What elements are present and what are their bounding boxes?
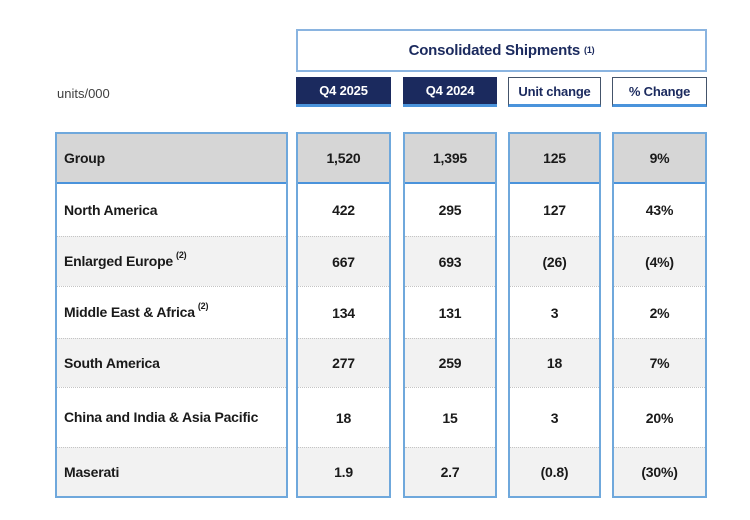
pct-change-column: 9% 43% (4%) 2% 7% 20% (30%): [612, 132, 707, 498]
column-header-q4-2025: Q4 2025: [296, 77, 391, 107]
cell-unit-change-maserati: (0.8): [510, 447, 599, 496]
table-row-group: Group: [57, 134, 286, 184]
cell-q4-2024-middle-east-africa: 131: [405, 286, 495, 338]
cell-pct-change-group: 9%: [614, 134, 705, 184]
row-label: South America: [64, 354, 160, 371]
q4-2025-column: 1,520 422 667 134 277 18 1.9: [296, 132, 391, 498]
column-header-label: % Change: [628, 83, 691, 99]
cell-pct-change-enlarged-europe: (4%): [614, 236, 705, 286]
cell-unit-change-enlarged-europe: (26): [510, 236, 599, 286]
table-row-china-india-asia-pacific: China and India & Asia Pacific: [57, 387, 286, 447]
cell-unit-change-middle-east-africa: 3: [510, 286, 599, 338]
cell-q4-2025-maserati: 1.9: [298, 447, 389, 496]
table-title: Consolidated Shipments: [408, 42, 581, 59]
table-title-box: Consolidated Shipments (1): [296, 29, 707, 72]
cell-q4-2024-group: 1,395: [405, 134, 495, 184]
row-label: Enlarged Europe: [64, 253, 174, 269]
column-header-pct-change: % Change: [612, 77, 707, 107]
cell-unit-change-north-america: 127: [510, 184, 599, 236]
q4-2024-column: 1,395 295 693 131 259 15 2.7: [403, 132, 497, 498]
cell-q4-2024-maserati: 2.7: [405, 447, 495, 496]
cell-unit-change-group: 125: [510, 134, 599, 184]
cell-pct-change-china-india-asia-pacific: 20%: [614, 387, 705, 447]
cell-q4-2025-enlarged-europe: 667: [298, 236, 389, 286]
region-label-column: Group North America Enlarged Europe (2) M…: [55, 132, 288, 498]
cell-unit-change-south-america: 18: [510, 338, 599, 387]
table-row-enlarged-europe: Enlarged Europe (2): [57, 236, 286, 286]
cell-pct-change-middle-east-africa: 2%: [614, 286, 705, 338]
footnote-marker-1: (1): [584, 44, 595, 55]
unit-change-column: 125 127 (26) 3 18 3 (0.8): [508, 132, 601, 498]
table-row-middle-east-africa: Middle East & Africa (2): [57, 286, 286, 338]
cell-q4-2025-group: 1,520: [298, 134, 389, 184]
cell-pct-change-north-america: 43%: [614, 184, 705, 236]
cell-pct-change-maserati: (30%): [614, 447, 705, 496]
table-row-south-america: South America: [57, 338, 286, 387]
cell-q4-2024-north-america: 295: [405, 184, 495, 236]
row-label: China and India & Asia Pacific: [64, 409, 259, 425]
row-footnote-marker: (2): [176, 250, 187, 260]
cell-unit-change-china-india-asia-pacific: 3: [510, 387, 599, 447]
cell-q4-2024-enlarged-europe: 693: [405, 236, 495, 286]
column-header-q4-2024: Q4 2024: [403, 77, 497, 107]
column-header-label: Q4 2024: [425, 83, 475, 98]
column-header-label: Q4 2025: [319, 83, 368, 98]
cell-q4-2024-south-america: 259: [405, 338, 495, 387]
row-label: Maserati: [64, 463, 120, 480]
row-label: Group: [64, 149, 105, 166]
table-row-maserati: Maserati: [57, 447, 286, 496]
table-row-north-america: North America: [57, 184, 286, 236]
row-footnote-marker: (2): [197, 301, 209, 311]
cell-q4-2025-south-america: 277: [298, 338, 389, 387]
column-header-unit-change: Unit change: [508, 77, 601, 107]
cell-pct-change-south-america: 7%: [614, 338, 705, 387]
cell-q4-2024-china-india-asia-pacific: 15: [405, 387, 495, 447]
cell-q4-2025-middle-east-africa: 134: [298, 286, 389, 338]
row-label: Middle East & Africa: [64, 304, 195, 320]
column-header-label: Unit change: [518, 83, 591, 99]
units-label: units/000: [57, 86, 110, 101]
cell-q4-2025-china-india-asia-pacific: 18: [298, 387, 389, 447]
row-label: North America: [64, 201, 158, 218]
cell-q4-2025-north-america: 422: [298, 184, 389, 236]
